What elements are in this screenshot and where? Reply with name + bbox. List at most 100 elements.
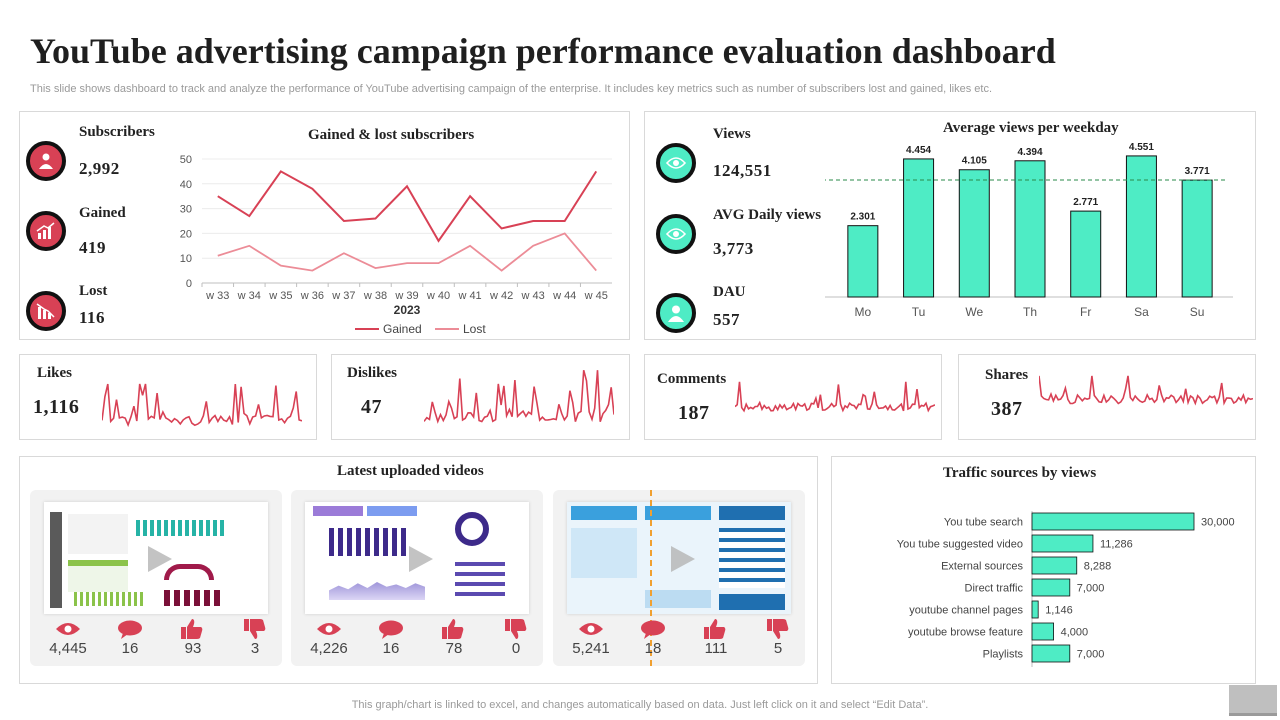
- video-3-dislikes: 5: [773, 640, 783, 657]
- gained-value: 419: [79, 238, 106, 257]
- video-1-dislikes: 3: [250, 640, 260, 657]
- video-card-1[interactable]: 4,445 16 93 3: [30, 490, 282, 666]
- dislike-icon: [505, 619, 527, 639]
- avg-daily-views-value: 3,773: [713, 239, 754, 258]
- bar-tu: [903, 158, 935, 298]
- y-tick-label: 20: [180, 228, 192, 240]
- traffic-bar: [1031, 512, 1195, 531]
- footer-note: This graph/chart is linked to excel, and…: [351, 699, 929, 711]
- category-label: Direct traffic: [965, 583, 1024, 595]
- likes-value: 1,116: [33, 396, 80, 418]
- shares-panel: Shares 387: [958, 354, 1256, 440]
- traffic-bar: [1031, 644, 1071, 663]
- video-2-comments: 16: [382, 640, 400, 657]
- shares-value: 387: [991, 398, 1023, 420]
- dau-value: 557: [713, 310, 740, 329]
- video-2-views: 4,226: [310, 640, 348, 657]
- bar-su: [1181, 179, 1213, 298]
- views-eye-icon: [579, 623, 603, 635]
- dislikes-panel: Dislikes 47: [331, 354, 630, 440]
- bar-value-label: 4,000: [1061, 627, 1089, 639]
- video-thumbnail-3[interactable]: [567, 502, 791, 614]
- bar-value-label: 3.771: [1185, 166, 1210, 177]
- weekday-bar-chart: 2.301 Mo 4.454 Tu 4.105 We 4.394 Th 2.771 Fr 4.551…: [825, 142, 1233, 319]
- video-1-views: 4,445: [49, 640, 87, 657]
- views-eye-icon: [56, 623, 80, 635]
- comments-value: 187: [678, 402, 710, 424]
- views-eye-icon: [317, 623, 341, 635]
- avg-daily-views-label: AVG Daily views: [713, 207, 822, 223]
- likes-label: Likes: [37, 365, 73, 381]
- x-tick-label: w 35: [268, 290, 292, 302]
- play-icon[interactable]: [671, 546, 695, 572]
- y-tick-label: 10: [180, 253, 192, 265]
- bar-value-label: 7,000: [1077, 583, 1105, 595]
- category-label: youtube browse feature: [908, 627, 1023, 639]
- traffic-chart-title: Traffic sources by views: [943, 465, 1097, 481]
- traffic-bar: [1031, 578, 1071, 597]
- comment-icon: [118, 620, 142, 639]
- x-tick-label: w 39: [394, 290, 418, 302]
- line-chart: 0 10 20 30 40 50 w 33 w 34 w 35 w 36 w 37 w 38 w 39 w…: [180, 154, 612, 336]
- video-card-2[interactable]: 4,226 16 78 0: [291, 490, 543, 666]
- playhead-line: [650, 490, 652, 666]
- bar-value-label: 7,000: [1077, 649, 1105, 661]
- x-tick-label: w 37: [331, 290, 355, 302]
- x-tick-label: w 34: [237, 290, 261, 302]
- lost-label: Lost: [79, 283, 108, 299]
- play-icon[interactable]: [409, 546, 433, 572]
- views-eye-icon: [656, 143, 696, 183]
- sparkline-path: [735, 381, 935, 413]
- series-line-lost: [217, 232, 597, 272]
- traffic-bar: [1031, 556, 1078, 575]
- bar-fr: [1070, 210, 1102, 298]
- user-icon: [656, 293, 696, 333]
- dislike-icon: [244, 619, 266, 639]
- videos-panel: Latest uploaded videos 4,445 16 93 3: [19, 456, 818, 684]
- video-card-3[interactable]: 5,241 18 111 5: [553, 490, 805, 666]
- bar-value-label: 2.301: [850, 212, 875, 223]
- line-chart-title: Gained & lost subscribers: [308, 127, 475, 143]
- video-3-likes: 111: [704, 640, 728, 657]
- sparkline-path: [424, 369, 614, 424]
- series-line-gained: [217, 170, 598, 243]
- comment-icon: [379, 620, 403, 639]
- x-tick-label: w 45: [584, 290, 608, 302]
- x-tick-label: w 40: [426, 290, 450, 302]
- traffic-bar: [1031, 622, 1055, 641]
- subscribers-panel: Subscribers 2,992 Gained 419 Lost 116 Ga…: [19, 111, 630, 340]
- x-tick-label: Sa: [1134, 305, 1149, 319]
- bar-value-label: 11,286: [1100, 539, 1133, 551]
- x-tick-label: Su: [1190, 305, 1205, 319]
- video-thumbnail-1[interactable]: [44, 502, 268, 614]
- x-tick-label: Fr: [1080, 305, 1091, 319]
- x-tick-label: Tu: [912, 305, 926, 319]
- y-tick-label: 0: [186, 278, 192, 290]
- page-title: YouTube advertising campaign performance…: [30, 31, 1056, 71]
- views-value: 124,551: [713, 161, 772, 180]
- video-2-dislikes: 0: [511, 640, 521, 657]
- dau-label: DAU: [713, 284, 746, 300]
- shares-label: Shares: [985, 367, 1029, 383]
- bar-value-label: 4.394: [1017, 147, 1042, 158]
- play-icon[interactable]: [148, 546, 172, 572]
- dislikes-label: Dislikes: [347, 365, 398, 381]
- dislikes-sparkline: [424, 369, 614, 424]
- weekday-chart-title: Average views per weekday: [943, 120, 1119, 136]
- comment-icon: [641, 620, 665, 639]
- sparkline-path: [102, 383, 302, 428]
- like-icon: [181, 619, 203, 639]
- video-1-comments: 16: [121, 640, 139, 657]
- x-axis-label: 2023: [394, 303, 421, 317]
- video-3-comments: 18: [644, 640, 662, 657]
- x-tick-label: w 43: [521, 290, 545, 302]
- x-tick-label: w 44: [552, 290, 576, 302]
- bar-value-label: 8,288: [1084, 561, 1112, 573]
- comments-panel: Comments 187: [644, 354, 942, 440]
- x-tick-label: w 38: [363, 290, 387, 302]
- comments-label: Comments: [657, 371, 727, 387]
- comments-sparkline: [735, 381, 935, 413]
- video-thumbnail-2[interactable]: [305, 502, 529, 614]
- video-3-views: 5,241: [572, 640, 610, 657]
- legend-label-lost: Lost: [463, 322, 486, 336]
